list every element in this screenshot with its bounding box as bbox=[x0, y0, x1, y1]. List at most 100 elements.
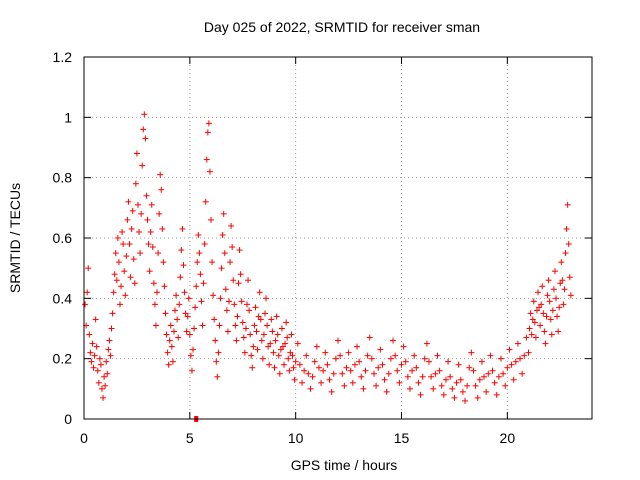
data-point bbox=[261, 310, 268, 317]
data-point bbox=[204, 129, 211, 136]
data-point bbox=[294, 340, 301, 347]
data-point bbox=[154, 289, 161, 296]
data-point bbox=[129, 207, 136, 214]
data-point bbox=[215, 349, 222, 356]
x-tick-label: 10 bbox=[288, 430, 304, 446]
data-point bbox=[434, 352, 441, 359]
data-point bbox=[248, 352, 255, 359]
data-point bbox=[358, 373, 365, 380]
data-point bbox=[290, 364, 297, 371]
data-point bbox=[286, 367, 293, 374]
data-point bbox=[540, 310, 547, 317]
data-point bbox=[394, 367, 401, 374]
data-point bbox=[132, 180, 139, 187]
data-point bbox=[122, 292, 129, 299]
data-point bbox=[182, 310, 189, 317]
data-point bbox=[318, 379, 325, 386]
data-point bbox=[279, 343, 286, 350]
data-point bbox=[211, 316, 218, 323]
data-point bbox=[194, 259, 201, 266]
data-point bbox=[176, 301, 183, 308]
data-point bbox=[307, 385, 314, 392]
data-point bbox=[526, 325, 533, 332]
data-point bbox=[103, 358, 110, 365]
data-point bbox=[417, 391, 424, 398]
data-point bbox=[219, 231, 226, 238]
data-point bbox=[167, 322, 174, 329]
data-point bbox=[330, 370, 337, 377]
data-point bbox=[101, 373, 108, 380]
data-point bbox=[160, 259, 167, 266]
data-point bbox=[510, 376, 517, 383]
data-point bbox=[89, 340, 96, 347]
data-point bbox=[155, 250, 162, 257]
data-point bbox=[238, 298, 245, 305]
data-point bbox=[218, 265, 225, 272]
data-point bbox=[147, 228, 154, 235]
data-point bbox=[415, 379, 422, 386]
data-point bbox=[128, 225, 135, 232]
data-point bbox=[449, 385, 456, 392]
data-point bbox=[457, 376, 464, 383]
data-point bbox=[504, 364, 511, 371]
data-point bbox=[375, 364, 382, 371]
data-point bbox=[179, 225, 186, 232]
data-point bbox=[137, 250, 144, 257]
data-point bbox=[303, 352, 310, 359]
data-point bbox=[168, 343, 175, 350]
data-point bbox=[413, 364, 420, 371]
data-point bbox=[409, 367, 416, 374]
data-point bbox=[491, 379, 498, 386]
y-tick-label: 0.6 bbox=[53, 230, 73, 246]
data-point bbox=[139, 162, 146, 169]
data-point bbox=[305, 370, 312, 377]
x-axis-label: GPS time / hours bbox=[291, 457, 398, 473]
y-tick-label: 1.2 bbox=[53, 49, 73, 65]
data-point bbox=[205, 120, 212, 127]
data-point bbox=[533, 307, 540, 314]
data-point bbox=[309, 373, 316, 380]
data-point bbox=[559, 277, 566, 284]
data-point bbox=[148, 201, 155, 208]
data-point bbox=[549, 307, 556, 314]
plot-frame bbox=[83, 56, 593, 420]
data-point bbox=[551, 268, 558, 275]
data-point bbox=[230, 277, 237, 284]
data-point bbox=[470, 367, 477, 374]
data-point bbox=[146, 268, 153, 275]
data-point bbox=[347, 367, 354, 374]
data-point bbox=[311, 358, 318, 365]
data-point bbox=[502, 382, 509, 389]
data-point bbox=[508, 361, 515, 368]
data-point bbox=[453, 379, 460, 386]
data-point bbox=[187, 352, 194, 359]
data-point bbox=[258, 337, 265, 344]
data-point bbox=[381, 376, 388, 383]
y-tick-label: 0.2 bbox=[53, 351, 73, 367]
data-point bbox=[383, 388, 390, 395]
data-point bbox=[565, 241, 572, 248]
data-point bbox=[428, 373, 435, 380]
data-point bbox=[94, 367, 101, 374]
data-point bbox=[199, 322, 206, 329]
data-point bbox=[301, 367, 308, 374]
data-point bbox=[432, 370, 439, 377]
data-point bbox=[229, 244, 236, 251]
data-point bbox=[252, 304, 259, 311]
data-point bbox=[214, 373, 221, 380]
data-point bbox=[173, 292, 180, 299]
data-point bbox=[368, 355, 375, 362]
data-point bbox=[216, 322, 223, 329]
data-point bbox=[485, 370, 492, 377]
data-point bbox=[421, 355, 428, 362]
data-point bbox=[328, 388, 335, 395]
data-point bbox=[562, 250, 569, 257]
data-point bbox=[90, 364, 97, 371]
data-point bbox=[243, 301, 250, 308]
tick-labels: 0 0.2 0.4 0.6 0.8 1 1.2 0 5 10 15 20 bbox=[53, 49, 516, 446]
data-point bbox=[273, 313, 280, 320]
data-point bbox=[411, 352, 418, 359]
data-point bbox=[528, 331, 535, 338]
data-point bbox=[341, 382, 348, 389]
data-point bbox=[462, 397, 468, 404]
